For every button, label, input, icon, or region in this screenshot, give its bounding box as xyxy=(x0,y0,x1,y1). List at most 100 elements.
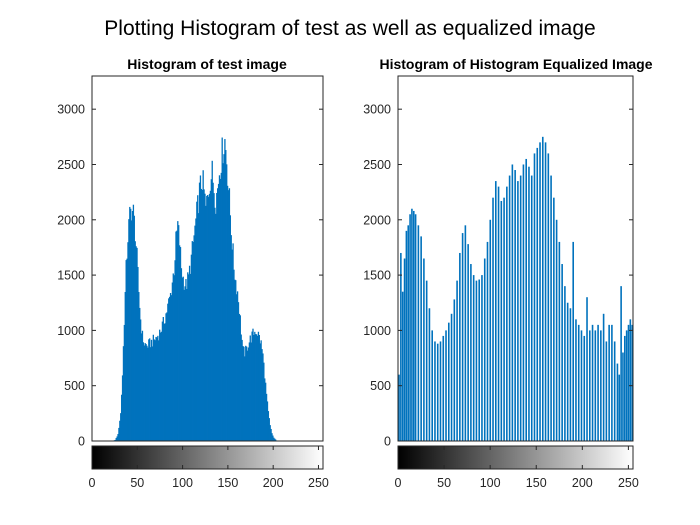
histogram-bar xyxy=(608,324,610,441)
y-tick-label: 0 xyxy=(384,435,391,449)
histogram-bar xyxy=(207,194,209,441)
x-tick-label: 100 xyxy=(480,476,501,490)
histogram-bar xyxy=(246,346,248,441)
x-tick-label: 250 xyxy=(618,476,639,490)
histogram-bar xyxy=(195,218,197,441)
x-tick-label: 150 xyxy=(526,476,547,490)
x-tick-label: 0 xyxy=(89,476,96,490)
histogram-bar xyxy=(411,208,413,441)
histogram-bar xyxy=(187,272,189,441)
x-tick-label: 250 xyxy=(308,476,329,490)
colorbar-equalized: 0 50 100 150 200 250 xyxy=(395,445,639,490)
axes-box xyxy=(397,75,634,442)
histogram-bar xyxy=(227,190,230,441)
histogram-bar xyxy=(412,210,415,441)
histogram-bar xyxy=(248,342,251,441)
histogram-bar xyxy=(553,197,555,441)
histogram-bar xyxy=(450,313,453,441)
histogram-bar xyxy=(464,225,467,441)
panel-test-histogram: Histogram of test image 0500100015002000… xyxy=(57,56,329,490)
histogram-bar xyxy=(218,175,221,442)
histogram-bar xyxy=(190,254,193,441)
histogram-bar xyxy=(217,183,220,441)
histogram-bar xyxy=(605,341,608,441)
histogram-bar xyxy=(132,204,135,441)
histogram-bar xyxy=(216,192,218,441)
histogram-bar xyxy=(226,185,229,441)
histogram-bar xyxy=(265,382,267,441)
histogram-bar xyxy=(229,215,231,441)
histogram-bar xyxy=(207,196,210,441)
histogram-bar xyxy=(167,303,169,441)
histogram-bar xyxy=(178,245,181,441)
histogram-bar xyxy=(164,323,166,441)
histogram-bar xyxy=(467,244,469,441)
histogram-bar xyxy=(219,178,222,441)
histogram-bar xyxy=(580,330,583,441)
x-tick-label: 0 xyxy=(395,476,402,490)
histogram-bar xyxy=(177,221,179,441)
plot-area-test: 0 500 1000 1500 2000 2500 3000 xyxy=(57,75,324,449)
histogram-bar xyxy=(400,252,402,441)
histogram-bar xyxy=(214,207,216,441)
histogram-bar xyxy=(126,258,128,441)
histogram-bar xyxy=(170,295,173,441)
histogram-bar xyxy=(489,219,492,441)
histogram-bar xyxy=(503,197,505,441)
histogram-bar xyxy=(525,158,527,441)
histogram-bar xyxy=(201,189,203,441)
histogram-bar xyxy=(120,413,122,441)
x-tick-label: 200 xyxy=(572,476,593,490)
histogram-bar xyxy=(210,179,212,442)
histogram-bar xyxy=(588,330,591,441)
histogram-bar xyxy=(511,164,514,442)
histogram-bar xyxy=(528,166,530,441)
histogram-bar xyxy=(244,356,246,441)
histogram-bar xyxy=(583,335,586,441)
histogram-bar xyxy=(215,213,217,441)
histogram-bar xyxy=(118,427,120,441)
histogram-bar xyxy=(226,164,228,441)
histogram-bar xyxy=(122,346,125,441)
histogram-bar xyxy=(134,241,136,441)
histogram-bar xyxy=(428,308,431,441)
histogram-bar xyxy=(252,328,254,441)
y-tick-label: 1500 xyxy=(57,269,85,283)
histogram-bar xyxy=(223,154,225,441)
histogram-bar xyxy=(148,339,150,441)
axes-box xyxy=(91,75,324,442)
histogram-bar xyxy=(514,170,516,441)
histogram-bar xyxy=(439,341,442,441)
histogram-bar xyxy=(257,331,260,441)
histogram-bar xyxy=(414,214,417,441)
histogram-bar xyxy=(263,362,265,441)
histogram-bar xyxy=(561,264,563,441)
histogram-bar xyxy=(423,258,425,441)
histogram-bar xyxy=(417,225,420,441)
y-tick-label: 0 xyxy=(78,435,85,449)
histogram-bar xyxy=(189,273,192,441)
histogram-bar xyxy=(155,336,157,441)
histogram-bar xyxy=(594,330,597,441)
histogram-bar xyxy=(232,243,234,441)
histogram-bar xyxy=(129,206,131,441)
histogram-bar xyxy=(137,266,139,441)
histogram-bar xyxy=(616,363,619,441)
histogram-bar xyxy=(172,273,174,441)
histogram-bar xyxy=(401,291,404,441)
histogram-bar xyxy=(258,335,260,441)
histogram-bar xyxy=(124,291,126,441)
histogram-bar xyxy=(478,279,480,441)
histogram-bar xyxy=(629,319,632,441)
histogram-bar xyxy=(196,201,198,441)
histogram-bar xyxy=(211,160,213,442)
histogram-bar xyxy=(182,276,184,441)
histogram-bars xyxy=(112,137,279,442)
histogram-bar xyxy=(120,394,123,441)
histogram-bar xyxy=(267,411,270,441)
histogram-bar xyxy=(208,193,211,441)
histogram-bar xyxy=(481,275,483,441)
histogram-bar xyxy=(202,170,204,442)
histogram-bar xyxy=(217,188,219,441)
histogram-bar xyxy=(150,339,153,441)
